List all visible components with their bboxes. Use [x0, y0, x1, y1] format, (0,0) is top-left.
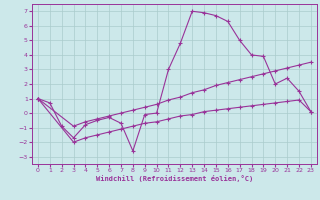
X-axis label: Windchill (Refroidissement éolien,°C): Windchill (Refroidissement éolien,°C) [96, 175, 253, 182]
